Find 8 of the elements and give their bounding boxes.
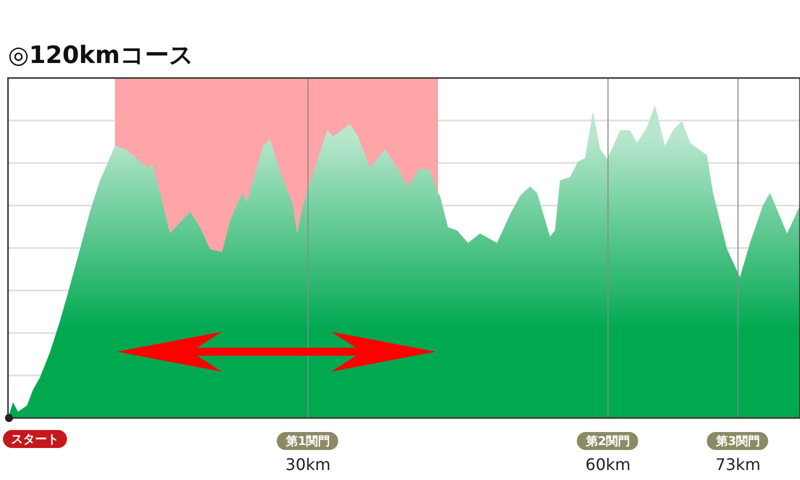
text: スタート: [11, 432, 59, 446]
text: 第2関門: [584, 434, 630, 448]
x-tick-label: 60km: [585, 455, 631, 474]
x-tick-label: 73km: [715, 455, 761, 474]
text: 第1関門: [284, 434, 330, 448]
text: 第3関門: [714, 434, 760, 448]
chart-title: ◎120kmコース: [8, 41, 194, 69]
x-tick-label: 30km: [285, 455, 331, 474]
